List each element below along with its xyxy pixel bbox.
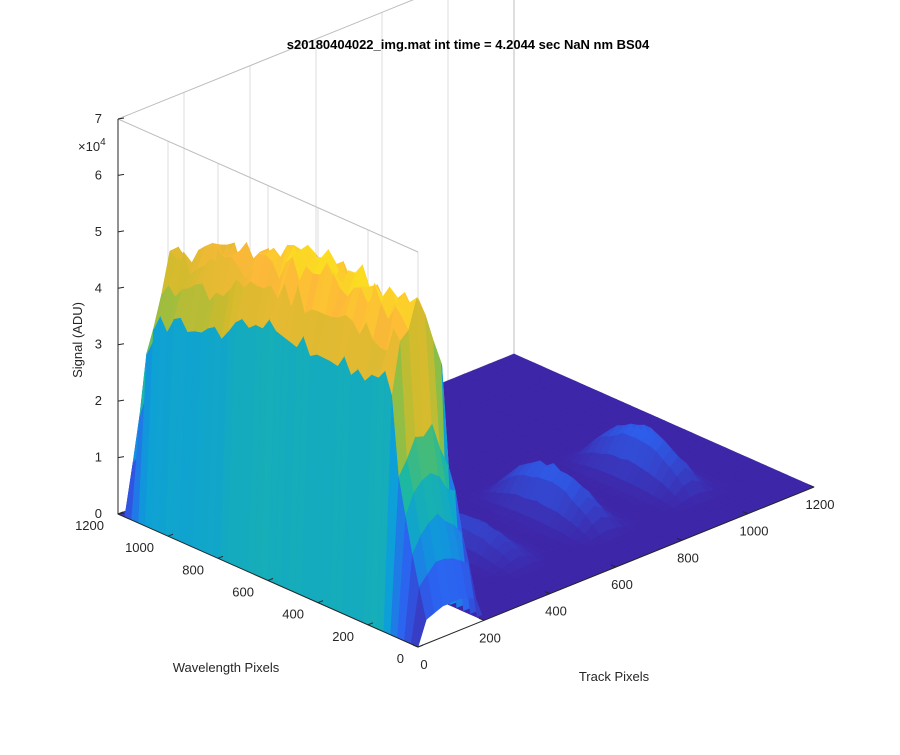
z-exponent-label: ×104 (78, 137, 106, 154)
box-edge (117, 118, 419, 253)
z-tick (117, 456, 125, 459)
z-tick-label: 6 (95, 167, 102, 182)
surface-mesh (117, 241, 815, 648)
y-tick-label: 800 (182, 562, 204, 577)
y-tick (217, 555, 224, 559)
z-tick (117, 173, 125, 176)
x-tick-label: 600 (611, 577, 633, 592)
y-tick (267, 578, 274, 581)
x-tick (478, 617, 485, 621)
box-edge (117, 0, 414, 120)
z-tick (117, 230, 125, 233)
x-tick-label: 1200 (806, 497, 835, 512)
y-tick-label: 200 (332, 629, 354, 644)
x-tick-label: 1000 (740, 524, 769, 539)
x-tick-label: 800 (677, 550, 699, 565)
x-tick (412, 644, 419, 648)
x-tick (742, 511, 749, 515)
z-tick (117, 117, 125, 120)
chart-title: s20180404022_img.mat int time = 4.2044 s… (287, 37, 650, 52)
x-tick (544, 591, 551, 595)
z-tick-label: 4 (95, 280, 102, 295)
y-tick (117, 511, 124, 515)
x-axis-label: Track Pixels (579, 669, 650, 684)
x-tick-label: 200 (479, 630, 501, 645)
z-tick (117, 343, 125, 346)
y-tick-label: 1000 (125, 540, 154, 555)
axes (117, 117, 815, 648)
y-tick (167, 533, 174, 537)
x-tick-label: 0 (420, 657, 427, 672)
y-tick-label: 600 (232, 585, 254, 600)
x-tick (610, 564, 617, 568)
z-tick-label: 1 (95, 450, 102, 465)
z-axis-label: Signal (ADU) (70, 302, 85, 378)
z-tick (117, 399, 125, 402)
y-tick (417, 644, 424, 648)
z-tick-label: 2 (95, 393, 102, 408)
z-tick-label: 3 (95, 337, 102, 352)
y-tick-label: 0 (397, 651, 404, 666)
x-tick (676, 537, 683, 541)
y-tick (367, 622, 374, 626)
y-tick-label: 1200 (75, 518, 104, 533)
z-tick-label: 0 (95, 506, 102, 521)
z-tick-label: 5 (95, 224, 102, 239)
y-tick (317, 600, 324, 604)
x-tick (808, 484, 815, 488)
y-tick-label: 400 (282, 607, 304, 622)
z-tick-label: 7 (95, 111, 102, 126)
z-tick (117, 286, 125, 289)
axis-labels: s20180404022_img.mat int time = 4.2044 s… (70, 37, 834, 684)
x-tick-label: 400 (545, 604, 567, 619)
y-axis-label: Wavelength Pixels (173, 660, 280, 675)
